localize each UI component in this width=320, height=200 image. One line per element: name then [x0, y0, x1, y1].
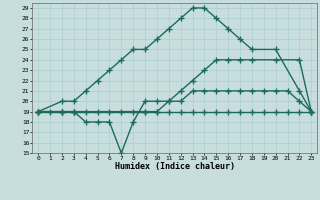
X-axis label: Humidex (Indice chaleur): Humidex (Indice chaleur)	[115, 162, 235, 171]
